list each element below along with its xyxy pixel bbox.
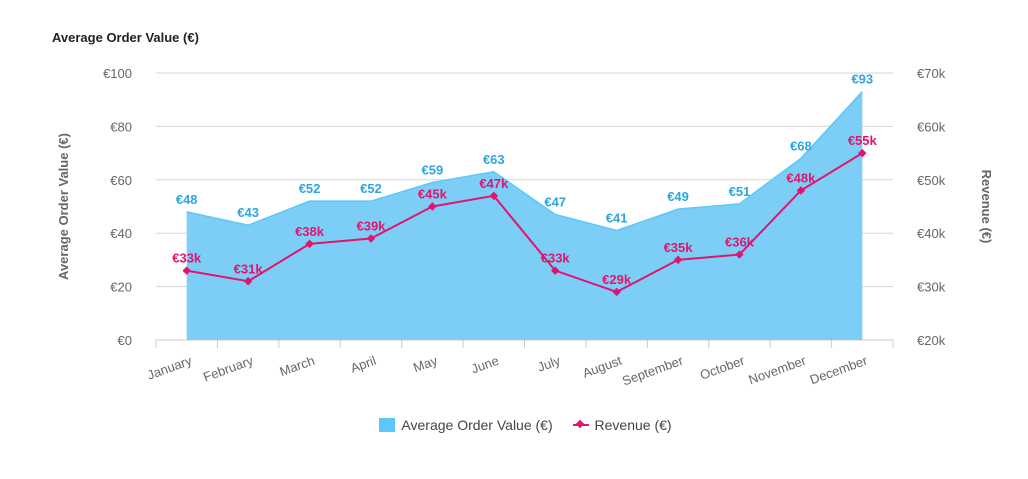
area-data-label: €41 bbox=[606, 211, 628, 226]
y-right-tick-label: €50k bbox=[917, 173, 946, 188]
line-data-label: €33k bbox=[541, 251, 571, 266]
area-data-label: €51 bbox=[729, 184, 751, 199]
line-point bbox=[550, 266, 560, 275]
y-right-tick-label: €20k bbox=[917, 333, 946, 348]
area-data-label: €48 bbox=[176, 192, 198, 207]
area-data-label: €59 bbox=[422, 162, 444, 177]
x-tick-label: June bbox=[469, 353, 501, 377]
legend-label-line: Revenue (€) bbox=[594, 417, 672, 433]
line-data-label: €47k bbox=[479, 176, 509, 191]
x-tick-label: May bbox=[411, 353, 440, 376]
line-data-label: €31k bbox=[234, 261, 264, 276]
chart-legend: Average Order Value (€) Revenue (€) bbox=[0, 417, 1028, 435]
y-left-tick-label: €40 bbox=[110, 226, 132, 241]
legend-item-line[interactable]: Revenue (€) bbox=[572, 417, 672, 433]
x-tick-label: December bbox=[808, 352, 870, 387]
line-point bbox=[366, 234, 376, 243]
line-data-label: €33k bbox=[172, 251, 202, 266]
area-line-aov bbox=[186, 91, 863, 232]
line-data-label: €55k bbox=[848, 133, 878, 148]
y-left-tick-label: €60 bbox=[110, 173, 132, 188]
y-right-tick-label: €40k bbox=[917, 226, 946, 241]
area-fill-aov bbox=[186, 91, 863, 340]
chart-title: Average Order Value (€) bbox=[52, 30, 199, 45]
x-tick-label: March bbox=[277, 353, 316, 379]
x-tick-label: January bbox=[145, 353, 194, 383]
x-tick-label: November bbox=[746, 352, 808, 387]
legend-swatch-line bbox=[572, 418, 589, 432]
y-left-tick-label: €80 bbox=[110, 119, 132, 134]
x-tick-label: September bbox=[620, 352, 686, 388]
line-point bbox=[305, 239, 314, 249]
area-data-label: €68 bbox=[790, 138, 812, 153]
x-tick-label: April bbox=[348, 353, 378, 376]
x-tick-label: August bbox=[580, 353, 624, 381]
y-left-tick-label: €100 bbox=[103, 66, 132, 81]
area-data-label: €43 bbox=[237, 205, 259, 220]
legend-item-area[interactable]: Average Order Value (€) bbox=[379, 417, 553, 433]
area-data-label: €52 bbox=[299, 181, 321, 196]
legend-swatch-area bbox=[379, 418, 396, 432]
legend-label-area: Average Order Value (€) bbox=[401, 417, 553, 433]
line-data-label: €29k bbox=[602, 272, 632, 287]
line-data-label: €36k bbox=[725, 235, 755, 250]
line-data-label: €45k bbox=[418, 187, 448, 202]
area-data-label: €93 bbox=[851, 72, 873, 87]
y-right-tick-label: €70k bbox=[917, 66, 946, 81]
y-right-tick-label: €60k bbox=[917, 119, 946, 134]
y-left-tick-label: €0 bbox=[118, 333, 132, 348]
line-point bbox=[243, 277, 253, 286]
area-data-label: €47 bbox=[544, 195, 566, 210]
line-point bbox=[428, 202, 437, 211]
line-data-label: €39k bbox=[356, 219, 386, 234]
y-left-axis-title: Average Order Value (€) bbox=[56, 133, 71, 280]
x-tick-label: October bbox=[698, 352, 747, 382]
line-data-label: €48k bbox=[786, 170, 816, 185]
line-point bbox=[182, 266, 191, 275]
y-right-tick-label: €30k bbox=[917, 280, 946, 295]
line-data-label: €35k bbox=[664, 240, 694, 255]
area-data-label: €49 bbox=[667, 189, 689, 204]
area-data-label: €52 bbox=[360, 181, 382, 196]
line-point bbox=[612, 287, 621, 297]
line-point bbox=[673, 255, 683, 265]
x-tick-label: February bbox=[201, 353, 255, 385]
line-data-label: €38k bbox=[295, 224, 325, 239]
y-left-tick-label: €20 bbox=[110, 280, 132, 295]
x-tick-label: July bbox=[535, 353, 562, 375]
area-data-label: €63 bbox=[483, 152, 505, 167]
line-revenue bbox=[186, 152, 863, 294]
y-right-axis-title: Revenue (€) bbox=[979, 170, 994, 244]
line-point bbox=[489, 191, 499, 201]
